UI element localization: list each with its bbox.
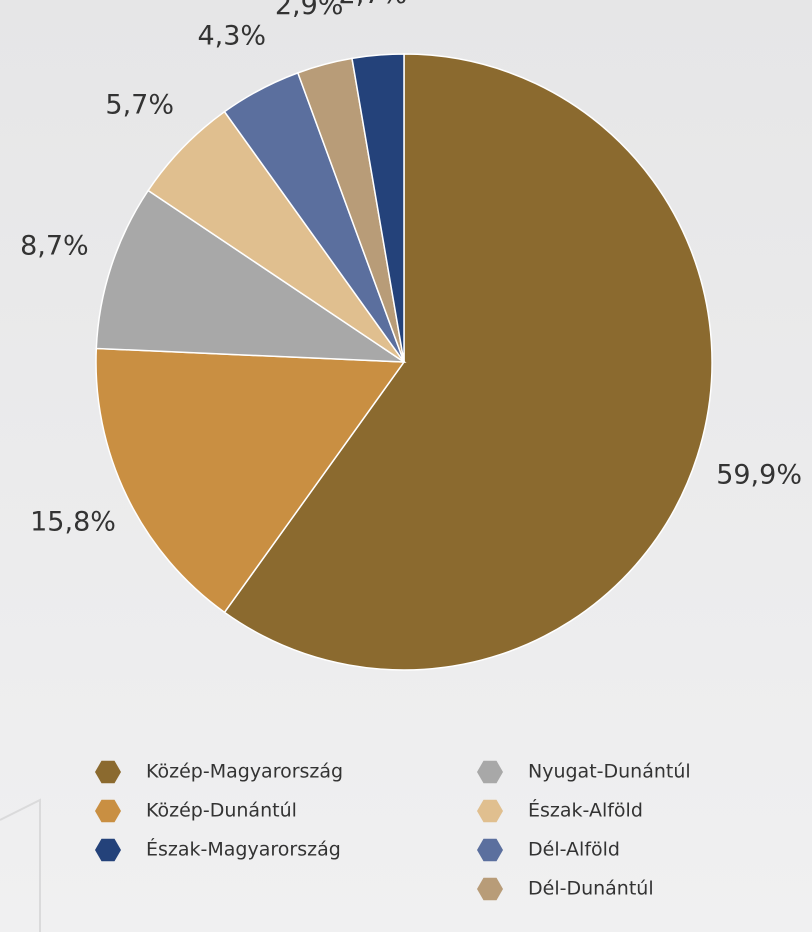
- legend-marker: [95, 799, 121, 823]
- data-label: 5,7%: [105, 89, 174, 120]
- legend-label: Dél-Alföld: [528, 839, 620, 861]
- pie-slice: [351, 53, 405, 363]
- data-label: 2,9%: [275, 0, 344, 21]
- data-label: 4,3%: [197, 20, 266, 51]
- legend-marker: [95, 760, 121, 784]
- legend-marker: [477, 877, 503, 901]
- pie-slice: [95, 189, 407, 363]
- legend: Közép-Magyarország Közép-Dunántúl Észak-Ma…: [95, 761, 691, 901]
- decoration: [0, 798, 41, 932]
- data-label: 59,9%: [716, 460, 802, 491]
- legend-marker: [477, 799, 503, 823]
- legend-label: Nyugat-Dunántúl: [528, 761, 691, 783]
- legend-marker: [477, 838, 503, 862]
- pie: 59,9% 15,8% 8,7% 5,7% 4,3% 2,9%2,7%: [20, 0, 802, 671]
- data-label: 2,7%: [339, 0, 408, 10]
- legend-label: Közép-Dunántúl: [146, 800, 297, 822]
- legend-label: Észak-Alföld: [528, 799, 643, 822]
- legend-label: Észak-Magyarország: [146, 838, 341, 861]
- data-label: 8,7%: [20, 231, 89, 262]
- pie-slice: [95, 347, 406, 614]
- legend-label: Dél-Dunántúl: [528, 878, 654, 900]
- pie-slice: [223, 53, 713, 671]
- legend-marker: [477, 760, 503, 784]
- data-label: 15,8%: [30, 506, 116, 537]
- legend-marker: [95, 838, 121, 862]
- legend-label: Közép-Magyarország: [146, 761, 343, 783]
